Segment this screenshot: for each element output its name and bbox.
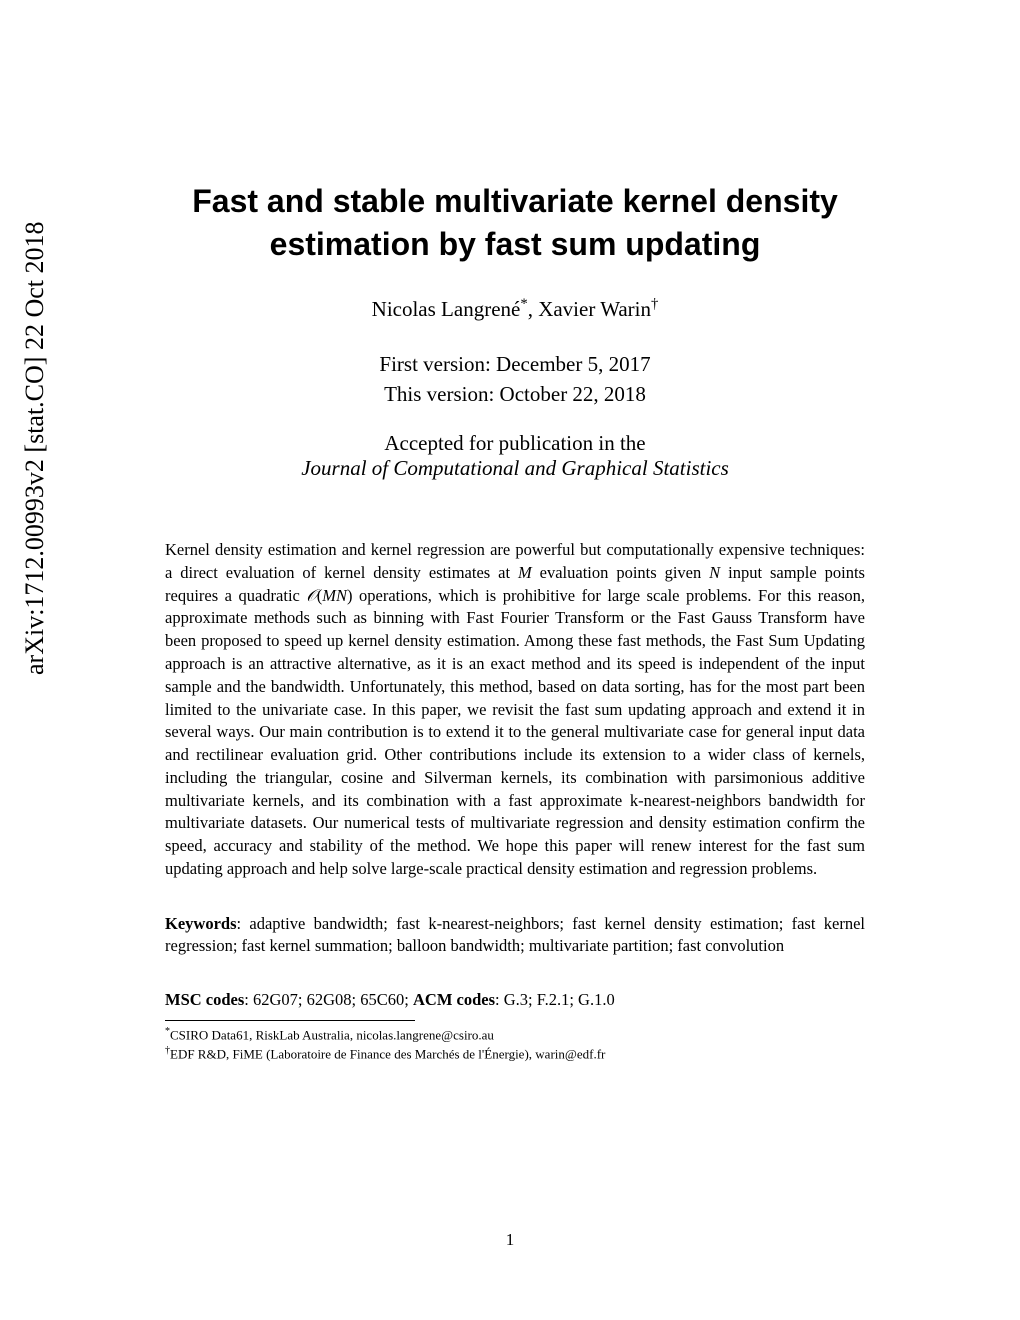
acm-label: ACM codes [413,990,495,1009]
footnote-1: *CSIRO Data61, RiskLab Australia, nicola… [145,1025,885,1044]
msc-text: : 62G07; 62G08; 65C60; [244,990,413,1009]
author-1: Nicolas Langrené [372,297,521,321]
keywords-block: Keywords: adaptive bandwidth; fast k-nea… [145,913,885,959]
msc-label: MSC codes [165,990,244,1009]
abstract-text-b: evaluation points given [532,563,709,582]
footnote-1-text: CSIRO Data61, RiskLab Australia, nicolas… [170,1028,494,1043]
abstract-text-d: operations, which is prohibitive for lar… [165,586,865,878]
version-block: First version: December 5, 2017 This ver… [145,350,885,409]
accepted-block: Accepted for publication in the Journal … [145,431,885,481]
footnote-2: †EDF R&D, FiME (Laboratoire de Finance d… [145,1044,885,1063]
footnote-rule [165,1020,415,1021]
abstract-math-bigO: 𝒪 [306,586,316,605]
paper-content: Fast and stable multivariate kernel dens… [145,180,885,1063]
abstract-math-MN: MN [322,586,347,605]
page-number: 1 [0,1230,1020,1250]
author-1-marker: * [520,296,527,312]
keywords-label: Keywords [165,914,237,933]
abstract-math-N: N [709,563,720,582]
acm-text: : G.3; F.2.1; G.1.0 [495,990,615,1009]
this-version: This version: October 22, 2018 [145,380,885,409]
paper-title: Fast and stable multivariate kernel dens… [145,180,885,266]
title-line-2: estimation by fast sum updating [270,226,761,262]
first-version: First version: December 5, 2017 [145,350,885,379]
accepted-line: Accepted for publication in the [145,431,885,456]
codes-block: MSC codes: 62G07; 62G08; 65C60; ACM code… [145,990,885,1010]
arxiv-identifier: arXiv:1712.00993v2 [stat.CO] 22 Oct 2018 [20,221,50,675]
journal-name: Journal of Computational and Graphical S… [145,456,885,481]
author-sep: , [528,297,539,321]
title-line-1: Fast and stable multivariate kernel dens… [192,183,838,219]
footnote-2-text: EDF R&D, FiME (Laboratoire de Finance de… [170,1046,605,1061]
abstract-math-M: M [518,563,532,582]
authors-block: Nicolas Langrené*, Xavier Warin† [145,296,885,322]
keywords-text: : adaptive bandwidth; fast k-nearest-nei… [165,914,865,956]
author-2-marker: † [651,296,658,312]
abstract: Kernel density estimation and kernel reg… [145,539,885,880]
author-2: Xavier Warin [538,297,651,321]
